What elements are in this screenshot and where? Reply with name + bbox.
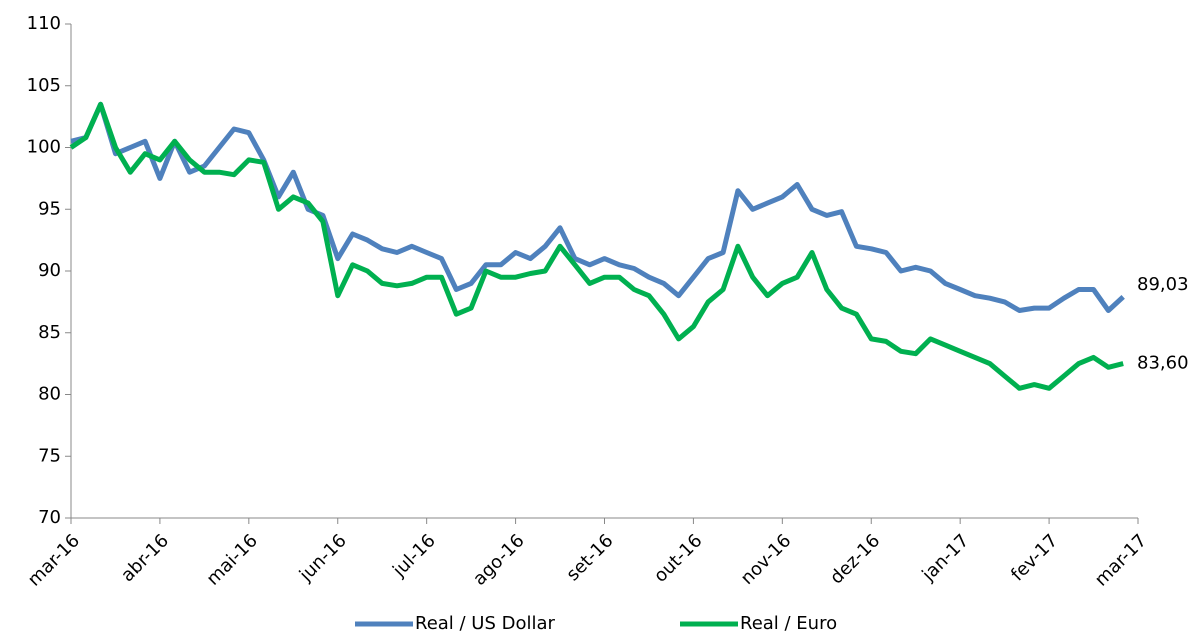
- y-tick-label: 110: [27, 13, 61, 34]
- x-tick-label: jan-17: [917, 530, 973, 586]
- x-tick-label: out-16: [650, 530, 706, 586]
- x-tick-label: mar-16: [24, 530, 84, 590]
- y-tick-label: 90: [38, 260, 61, 281]
- y-tick-label: 85: [38, 322, 61, 343]
- x-tick-label: abr-16: [117, 530, 173, 586]
- end-label: 89,03: [1137, 274, 1189, 295]
- x-tick-label: ago-16: [469, 530, 529, 590]
- x-tick-label: fev-17: [1007, 530, 1062, 585]
- end-label: 83,60: [1137, 353, 1189, 374]
- y-tick-label: 70: [38, 507, 61, 528]
- y-tick-label: 105: [27, 75, 61, 96]
- x-tick-label: jun-16: [295, 530, 351, 586]
- y-tick-label: 95: [38, 198, 61, 219]
- x-tick-label: mai-16: [203, 530, 262, 589]
- series-line: [69, 101, 1124, 391]
- legend-label: Real / Euro: [740, 613, 837, 634]
- y-tick-label: 80: [38, 384, 61, 405]
- x-tick-label: nov-16: [737, 530, 796, 589]
- x-tick-label: set-16: [562, 530, 617, 585]
- x-tick-label: dez-16: [826, 530, 884, 588]
- y-tick-label: 100: [27, 137, 61, 158]
- y-tick-label: 75: [38, 445, 61, 466]
- legend-label: Real / US Dollar: [415, 613, 556, 634]
- x-tick-label: jul-16: [388, 530, 439, 581]
- x-tick-label: mar-17: [1091, 530, 1151, 590]
- series-line: [70, 101, 1125, 313]
